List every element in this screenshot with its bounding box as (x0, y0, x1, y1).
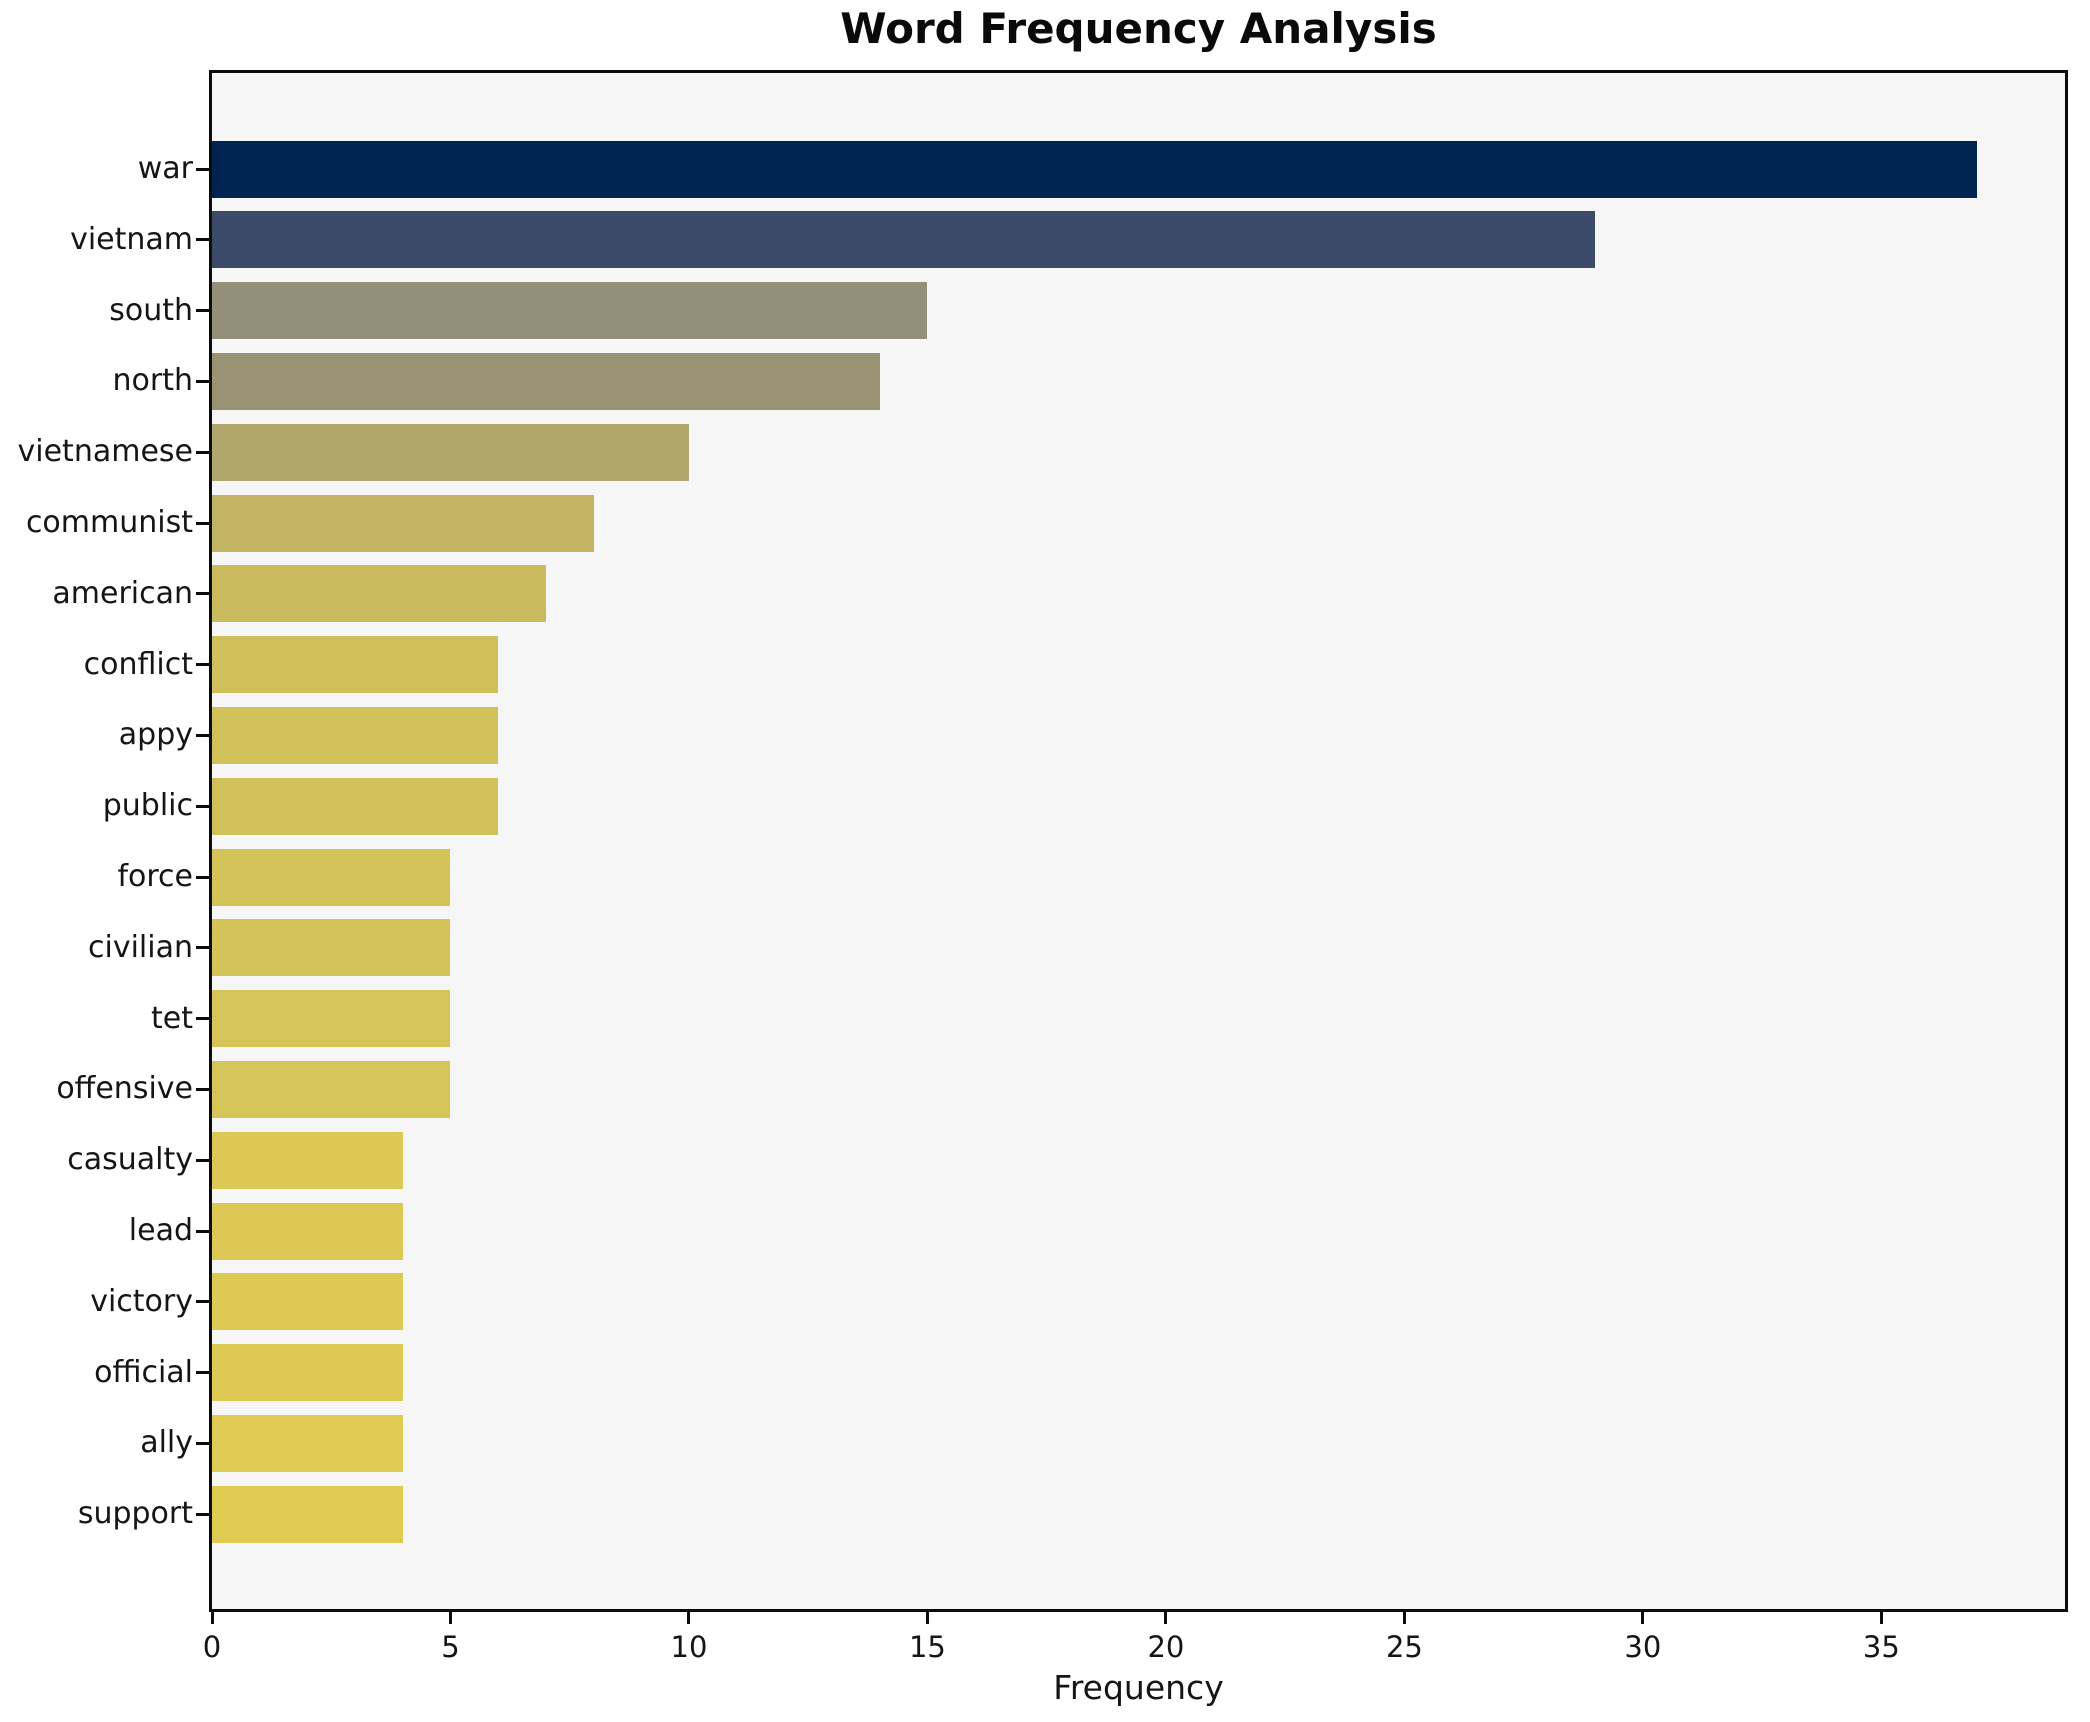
y-tick-label-appy: appy (118, 717, 193, 753)
y-tick-mark (196, 450, 209, 454)
bar-vietnamese (212, 423, 689, 481)
x-tick-label-0: 0 (202, 1630, 222, 1664)
bar-north (212, 352, 880, 410)
x-axis-label: Frequency (1053, 1668, 1224, 1707)
bar-communist (212, 494, 594, 552)
y-tick-mark (196, 1512, 209, 1516)
y-tick-mark (196, 1441, 209, 1445)
x-tick-mark (1641, 1611, 1645, 1624)
y-tick-label-ally: ally (140, 1425, 193, 1461)
x-tick-label-10: 10 (670, 1630, 708, 1664)
y-tick-label-public: public (102, 788, 193, 824)
x-tick-mark (925, 1611, 929, 1624)
y-tick-label-vietnam: vietnam (70, 221, 193, 257)
bar-war (212, 140, 1977, 198)
y-tick-label-vietnamese: vietnamese (17, 434, 193, 470)
y-tick-mark (196, 167, 209, 171)
bar-tet (212, 990, 451, 1048)
bar-south (212, 282, 928, 340)
y-tick-mark (196, 1017, 209, 1021)
y-tick-label-tet: tet (151, 1000, 193, 1036)
y-tick-label-north: north (112, 363, 193, 399)
x-tick-label-25: 25 (1385, 1630, 1423, 1664)
y-tick-label-civilian: civilian (88, 929, 193, 965)
y-tick-label-war: war (137, 151, 193, 186)
y-tick-mark (196, 309, 209, 313)
bar-american (212, 565, 546, 623)
bar-offensive (212, 1060, 451, 1118)
y-tick-label-south: south (109, 292, 193, 328)
bar-ally (212, 1414, 403, 1472)
chart-title: Word Frequency Analysis (840, 4, 1437, 53)
y-tick-label-force: force (117, 859, 193, 894)
y-tick-label-lead: lead (128, 1213, 193, 1248)
x-tick-mark (1164, 1611, 1168, 1624)
x-tick-mark (1402, 1611, 1406, 1624)
y-tick-mark (196, 733, 209, 737)
y-tick-mark (196, 1300, 209, 1304)
y-tick-mark (196, 1158, 209, 1162)
x-tick-label-5: 5 (441, 1630, 460, 1664)
y-tick-mark (196, 946, 209, 950)
y-tick-mark (196, 875, 209, 879)
x-tick-label-30: 30 (1624, 1630, 1662, 1664)
y-tick-mark (196, 804, 209, 808)
x-tick-mark (210, 1611, 214, 1624)
bar-lead (212, 1202, 403, 1260)
x-tick-mark (448, 1611, 452, 1624)
bar-support (212, 1485, 403, 1543)
bar-vietnam (212, 211, 1596, 269)
bar-official (212, 1344, 403, 1402)
y-tick-mark (196, 379, 209, 383)
y-tick-label-casualty: casualty (67, 1142, 193, 1178)
bar-force (212, 848, 451, 906)
y-tick-mark (196, 238, 209, 242)
y-tick-mark (196, 663, 209, 667)
bar-public (212, 777, 499, 835)
y-tick-mark (196, 521, 209, 525)
y-tick-label-conflict: conflict (83, 646, 193, 682)
bar-casualty (212, 1131, 403, 1189)
x-tick-label-35: 35 (1862, 1630, 1900, 1664)
y-tick-mark (196, 1087, 209, 1091)
y-tick-label-victory: victory (90, 1283, 193, 1319)
plot-area (209, 70, 2068, 1612)
y-tick-mark (196, 1229, 209, 1233)
y-tick-mark (196, 1371, 209, 1375)
y-tick-label-offensive: offensive (56, 1071, 193, 1107)
bar-victory (212, 1273, 403, 1331)
bar-conflict (212, 636, 499, 694)
x-tick-mark (1879, 1611, 1883, 1624)
bar-civilian (212, 919, 451, 977)
y-tick-mark (196, 592, 209, 596)
y-tick-label-official: official (94, 1354, 193, 1390)
bar-appy (212, 706, 499, 764)
y-tick-label-communist: communist (25, 505, 193, 540)
x-tick-label-20: 20 (1147, 1630, 1185, 1664)
x-tick-label-15: 15 (908, 1630, 946, 1664)
y-tick-label-support: support (77, 1496, 193, 1532)
x-tick-mark (687, 1611, 691, 1624)
y-tick-label-american: american (52, 575, 193, 611)
